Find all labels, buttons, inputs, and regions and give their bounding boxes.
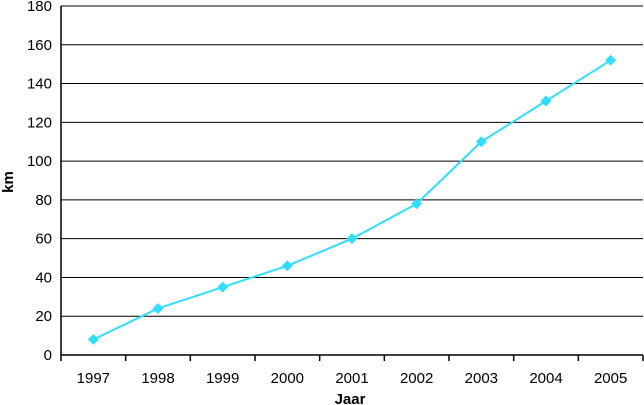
y-tick-labels: 0 20 40 60 80 100 120 140 160 180 [27, 0, 52, 364]
x-tick-label-1999: 1999 [206, 370, 239, 387]
y-tick-label-40: 40 [35, 269, 52, 286]
y-tick-label-180: 180 [27, 0, 52, 15]
data-point-1998 [152, 302, 164, 314]
data-point-1997 [87, 333, 99, 345]
y-tick-label-20: 20 [35, 308, 52, 325]
data-point-1999 [217, 281, 229, 293]
axes [60, 6, 644, 361]
data-point-2004 [540, 95, 552, 107]
x-tick-label-1997: 1997 [77, 370, 110, 387]
x-tick-label-2001: 2001 [335, 370, 368, 387]
x-tick-label-2004: 2004 [529, 370, 562, 387]
y-tick-label-80: 80 [35, 192, 52, 209]
data-point-2005 [605, 54, 617, 66]
y-tick-label-140: 140 [27, 76, 52, 93]
x-tick-label-1998: 1998 [141, 370, 174, 387]
x-tick-label-2003: 2003 [465, 370, 498, 387]
x-tick-label-2002: 2002 [400, 370, 433, 387]
x-tick-labels: 1997 1998 1999 2000 2001 2002 2003 2004 2005 [77, 370, 628, 387]
y-axis-title: km [0, 171, 17, 193]
x-tick-label-2000: 2000 [271, 370, 304, 387]
y-tick-label-0: 0 [44, 347, 52, 364]
x-tick-label-2005: 2005 [594, 370, 627, 387]
data-point-2001 [346, 233, 358, 245]
series [87, 54, 617, 345]
y-tick-label-60: 60 [35, 231, 52, 248]
data-point-2003 [475, 136, 487, 148]
y-tick-label-160: 160 [27, 37, 52, 54]
grid-lines [61, 5, 643, 317]
data-point-2000 [281, 260, 293, 272]
y-tick-label-120: 120 [27, 114, 52, 131]
y-tick-label-100: 100 [27, 153, 52, 170]
data-point-2002 [411, 198, 423, 210]
x-axis-title: Jaar [335, 391, 366, 405]
